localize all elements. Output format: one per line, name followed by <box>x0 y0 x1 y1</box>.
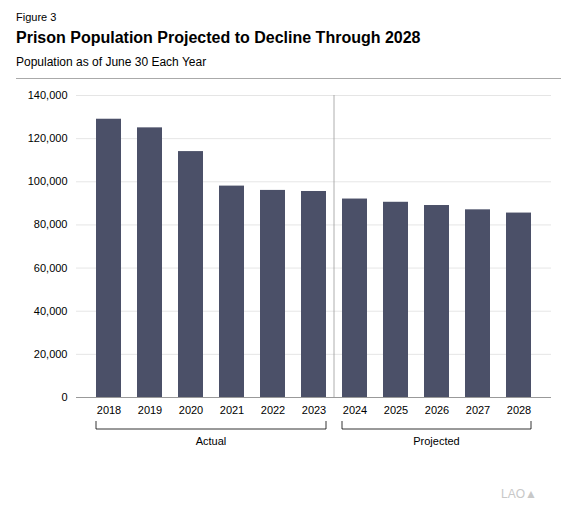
svg-text:100,000: 100,000 <box>28 175 68 187</box>
html-text:LAO▲: LAO▲ <box>501 487 537 501</box>
svg-text:2021: 2021 <box>220 404 244 416</box>
svg-text:0: 0 <box>61 391 67 403</box>
html-text:Figure 3: Figure 3 <box>16 11 57 23</box>
svg-text:2020: 2020 <box>179 404 203 416</box>
svg-text:40,000: 40,000 <box>34 305 68 317</box>
html-text:Population as of June 30 Each: Population as of June 30 Each Year <box>16 55 207 69</box>
html-text:Prison Population Projected to: Prison Population Projected to Decline T… <box>16 29 421 46</box>
svg-text:Actual: Actual <box>196 435 227 447</box>
svg-text:2025: 2025 <box>384 404 408 416</box>
svg-text:2024: 2024 <box>343 404 367 416</box>
svg-text:2027: 2027 <box>466 404 490 416</box>
svg-text:2019: 2019 <box>138 404 162 416</box>
svg-text:2028: 2028 <box>507 404 531 416</box>
svg-text:120,000: 120,000 <box>28 132 68 144</box>
svg-text:140,000: 140,000 <box>28 89 68 101</box>
svg-text:2026: 2026 <box>425 404 449 416</box>
svg-text:2023: 2023 <box>302 404 326 416</box>
svg-text:Projected: Projected <box>413 435 459 447</box>
svg-text:20,000: 20,000 <box>34 348 68 360</box>
svg-text:2022: 2022 <box>261 404 285 416</box>
svg-text:2018: 2018 <box>97 404 121 416</box>
svg-text:80,000: 80,000 <box>34 218 68 230</box>
svg-text:60,000: 60,000 <box>34 262 68 274</box>
